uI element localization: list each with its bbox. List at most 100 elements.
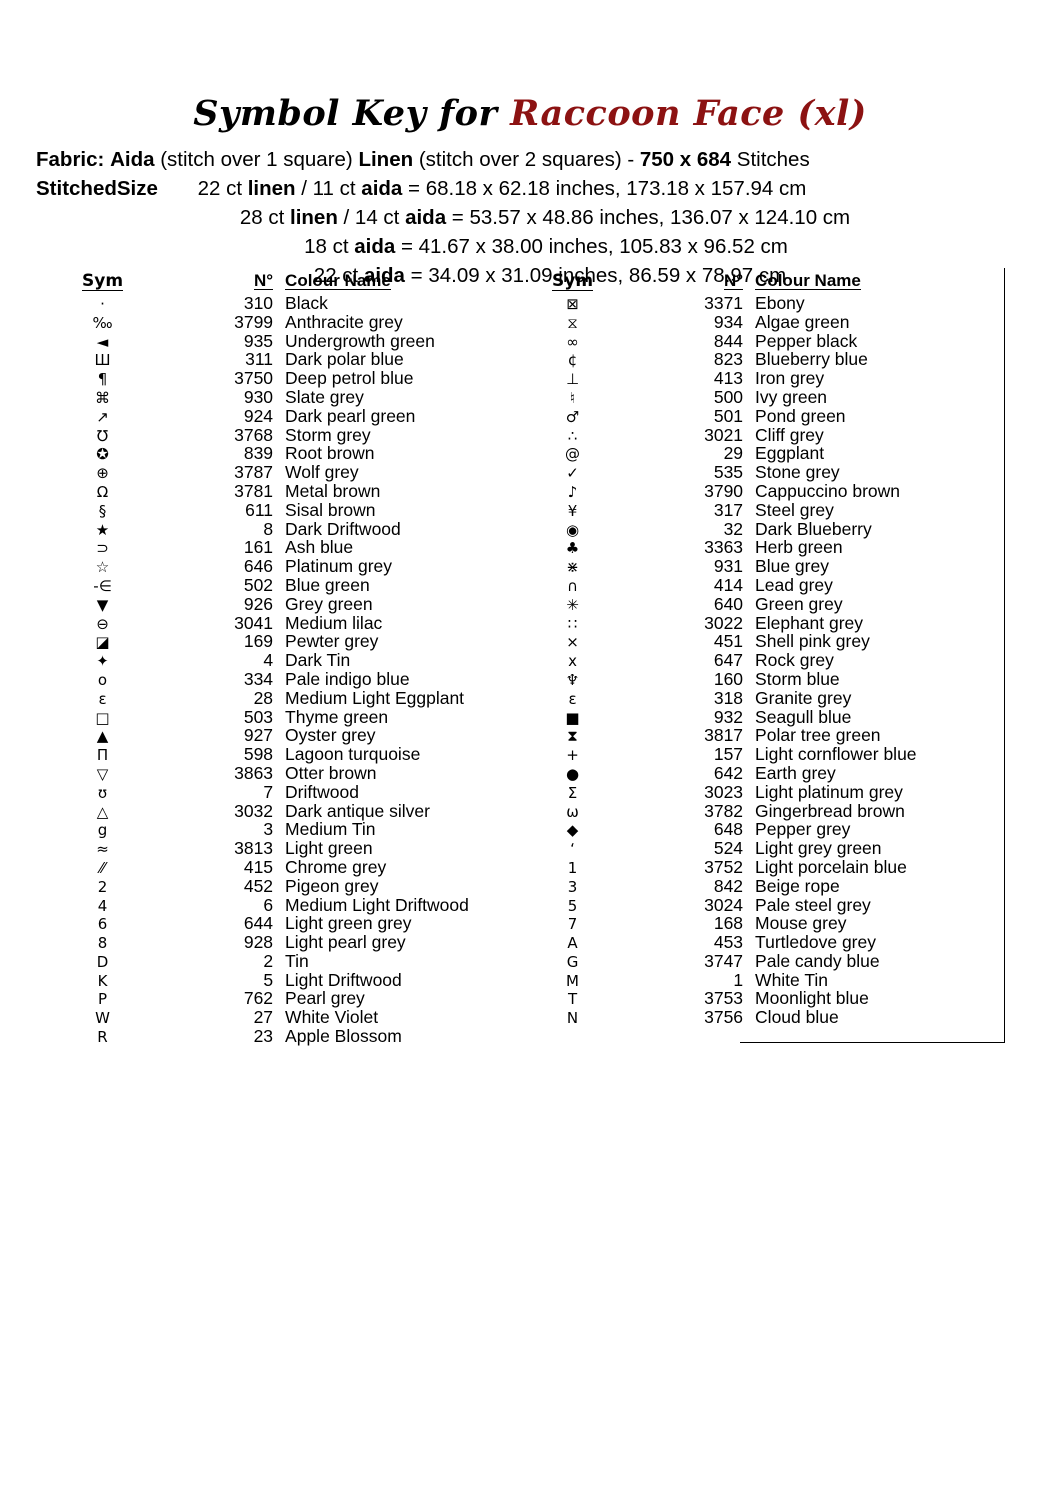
stitch-symbol-icon: □	[95, 708, 110, 727]
stitch-symbol-icon: ✪	[96, 445, 109, 464]
cell-thread-number: 762	[243, 988, 274, 1009]
cell-thread-number: 3863	[234, 762, 274, 783]
header-number: N°	[253, 271, 274, 290]
cell-thread-number: 934	[713, 311, 744, 332]
table-row: ✓ 535 Stone grey	[552, 464, 917, 483]
table-row: ◉ 32 Dark Blueberry	[552, 520, 917, 540]
cell-thread-number: 928	[243, 932, 274, 953]
cell-colour-name: Turtledove grey	[755, 932, 876, 953]
cell-symbol: Ω	[82, 483, 123, 502]
cell-thread-number: 644	[243, 913, 274, 934]
cell-thread-number: 168	[713, 913, 744, 934]
stitch-symbol-icon: ●	[565, 764, 580, 783]
size-2-linen: linen	[290, 206, 338, 230]
stitch-symbol-icon: ⊕	[96, 464, 109, 483]
stitch-symbol-icon: ω	[566, 802, 579, 821]
cell-colour-name: Seagull blue	[755, 706, 852, 727]
cell-colour-name: Chrome grey	[285, 856, 387, 877]
cell-thread-number: 535	[713, 462, 744, 483]
cell-thread-number: 3782	[704, 800, 744, 821]
header-sym: Sym	[82, 271, 124, 291]
table-row: ♪ 3790 Cappuccino brown	[552, 480, 917, 502]
cell-colour-name: Elephant grey	[755, 612, 864, 633]
cell-colour-name: Mouse grey	[755, 913, 847, 934]
cell-thread-number: 317	[713, 499, 744, 520]
cell-colour-name: Pond green	[755, 405, 846, 426]
stitch-symbol-icon: ◉	[565, 520, 580, 539]
table-row: Ш 311 Dark polar blue	[82, 351, 469, 370]
stitch-symbol-icon: ↗	[96, 407, 109, 426]
cell-colour-name: Medium Tin	[285, 819, 376, 840]
cell-thread-number: 842	[713, 875, 744, 896]
cell-thread-number: 160	[713, 668, 744, 689]
size-1-aida: aida	[361, 177, 403, 201]
cell-thread-number: 501	[713, 405, 744, 426]
cell-symbol: A	[552, 934, 593, 953]
cell-colour-name: Dark polar blue	[285, 349, 404, 370]
size-3-counts-pre: 18 ct	[304, 235, 355, 259]
size-1-linen: linen	[247, 177, 296, 201]
header-sym: Sym	[552, 271, 594, 291]
cell-colour-name: Light porcelain blue	[755, 856, 907, 877]
table-row: 2 452 Pigeon grey	[82, 877, 469, 897]
stitch-symbol-icon: ∷	[567, 614, 578, 633]
cell-thread-number: 524	[713, 838, 744, 859]
cell-colour-name: Light green grey	[285, 913, 412, 934]
stitch-symbol-icon: ¥	[567, 501, 578, 520]
table-row: o 334 Pale indigo blue	[82, 670, 469, 690]
fabric-info-block: Fabric: Aida (stitch over 1 square) Line…	[0, 145, 1060, 291]
cell-colour-name: Lagoon turquoise	[285, 744, 421, 765]
size-1-counts-pre: 22 ct	[197, 177, 248, 201]
stitch-symbol-icon: ♣	[565, 539, 580, 558]
cell-thread-number: 451	[713, 631, 744, 652]
cell-thread-number: 7	[263, 781, 274, 802]
cell-symbol: □	[82, 709, 123, 728]
cell-symbol: ℧	[82, 427, 123, 446]
table-row: ◄ 935 Undergrowth green	[82, 332, 469, 352]
stitched-size-label: StitchedSize	[36, 177, 158, 201]
cell-colour-name: Root brown	[285, 443, 375, 464]
cell-symbol: ⧗	[552, 727, 593, 746]
cell-colour-name: Dark antique silver	[285, 800, 430, 821]
cell-colour-name: Pale candy blue	[755, 950, 880, 971]
fabric-label: Fabric:	[36, 148, 105, 171]
cell-colour-name: Algae green	[755, 311, 850, 332]
key-columns: Sym N° Colour Name · 310 Black ‰ 3799 Anthrac…	[0, 272, 1060, 1047]
cell-colour-name: Pale steel grey	[755, 894, 871, 915]
table-row: § 611 Sisal brown	[82, 501, 469, 521]
cell-symbol: T	[552, 990, 593, 1009]
table-row: ⊃ 161 Ash blue	[82, 539, 469, 558]
table-row: ⊠ 3371 Ebony	[552, 294, 917, 314]
cell-symbol: ⊥	[552, 370, 593, 389]
cell-symbol: P	[82, 990, 123, 1009]
cell-colour-name: Storm grey	[285, 424, 371, 445]
cell-thread-number: 310	[243, 293, 274, 313]
cell-thread-number: 3041	[234, 612, 274, 633]
cell-colour-name: Moonlight blue	[755, 988, 869, 1009]
cell-symbol: x	[552, 652, 593, 671]
table-row: ✳ 640 Green grey	[552, 593, 917, 615]
cell-colour-name: Light grey green	[755, 838, 882, 859]
table-body-right: ⊠ 3371 Ebony ⧖ 934 Algae green ∞ 844 Pepper blac…	[552, 294, 917, 1028]
table-row: T 3753 Moonlight blue	[552, 990, 917, 1009]
cell-thread-number: 3750	[234, 368, 274, 389]
stitch-symbol-icon: ✓	[566, 464, 579, 483]
table-row: ∷ 3022 Elephant grey	[552, 612, 917, 634]
cell-thread-number: 3787	[234, 462, 274, 483]
aida-label: Aida	[110, 148, 155, 171]
cell-thread-number: 640	[713, 593, 744, 614]
cell-thread-number: 3790	[704, 480, 744, 501]
stitch-symbol-icon: ⊖	[96, 614, 109, 633]
cell-thread-number: 3753	[704, 988, 744, 1009]
size-2-result: = 53.57 x 48.86 inches, 136.07 x 124.10 …	[446, 206, 851, 230]
table-row: -∈ 502 Blue green	[82, 576, 469, 596]
stitch-symbol-icon: x	[568, 652, 577, 671]
stitch-symbol-icon: 4	[97, 896, 108, 915]
cell-symbol: 4	[82, 897, 123, 916]
cell-colour-name: Grey green	[285, 593, 373, 614]
stitch-symbol-icon: §	[98, 501, 107, 520]
stitch-symbol-icon: N	[566, 1009, 579, 1028]
cell-symbol: ≈	[82, 840, 123, 859]
table-row: x 647 Rock grey	[552, 651, 917, 671]
stitch-symbol-icon: ☆	[95, 558, 110, 577]
